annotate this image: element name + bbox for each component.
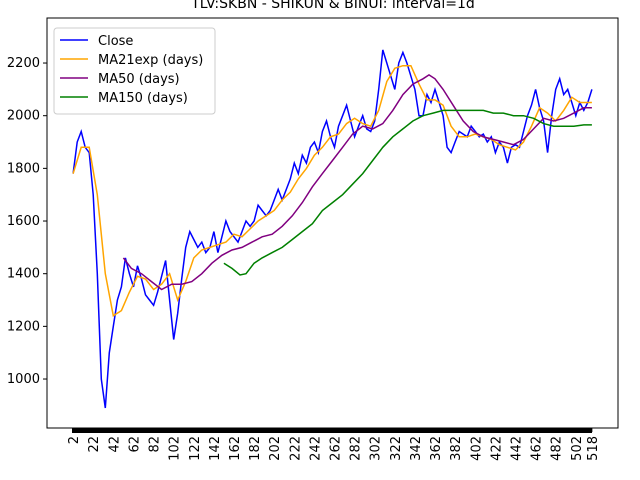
x-tick-label: 202 xyxy=(268,436,283,461)
x-tick-label: 122 xyxy=(188,436,203,461)
chart-title: TLV:SKBN - SHIKUN & BINUI: interval=1d xyxy=(190,0,475,12)
x-tick-label: 462 xyxy=(530,436,545,461)
x-tick-label: 2 xyxy=(67,436,82,444)
y-tick-label: 1000 xyxy=(7,372,40,387)
line xyxy=(223,109,592,276)
line xyxy=(72,64,592,318)
legend-box xyxy=(53,27,216,115)
x-tick-label: 22 xyxy=(87,436,102,453)
x-tick-label: 382 xyxy=(449,436,464,461)
x-tick-label: 502 xyxy=(570,436,585,461)
x-tick-label: 82 xyxy=(148,436,163,453)
x-tick-label: 518 xyxy=(586,436,601,461)
x-tick-label: 62 xyxy=(127,436,142,453)
legend-label: MA21exp (days) xyxy=(98,53,203,68)
y-tick-label: 1400 xyxy=(7,267,40,282)
x-tick-label: 242 xyxy=(308,436,323,461)
dense-ticks xyxy=(72,428,592,433)
x-tick-label: 422 xyxy=(489,436,504,461)
line xyxy=(122,74,592,291)
x-tick-label: 482 xyxy=(550,436,565,461)
y-tick-label: 2200 xyxy=(7,56,40,71)
x-tick-label: 442 xyxy=(509,436,524,461)
x-tick-label: 362 xyxy=(429,436,444,461)
x-tick-label: 402 xyxy=(469,436,484,461)
x-tick-label: 182 xyxy=(248,436,263,461)
y-tick-label: 2000 xyxy=(7,109,40,124)
legend-label: Close xyxy=(98,34,133,49)
x-tick-label: 222 xyxy=(288,436,303,461)
x-tick-label: 142 xyxy=(208,436,223,461)
x-tick-label: 162 xyxy=(228,436,243,461)
x-tick-label: 342 xyxy=(409,436,424,461)
legend-label: MA150 (days) xyxy=(98,91,188,106)
y-tick-label: 1800 xyxy=(7,161,40,176)
x-tick-label: 302 xyxy=(369,436,384,461)
legend-label: MA50 (days) xyxy=(98,72,180,87)
x-tick-label: 42 xyxy=(107,436,122,453)
y-tick-label: 1200 xyxy=(7,319,40,334)
x-tick-label: 282 xyxy=(349,436,364,461)
x-tick-label: 262 xyxy=(329,436,344,461)
x-tick-label: 102 xyxy=(168,436,183,461)
y-tick-label: 1600 xyxy=(7,214,40,229)
line xyxy=(72,49,593,409)
x-tick-label: 322 xyxy=(389,436,404,461)
plot-frame xyxy=(46,17,619,429)
